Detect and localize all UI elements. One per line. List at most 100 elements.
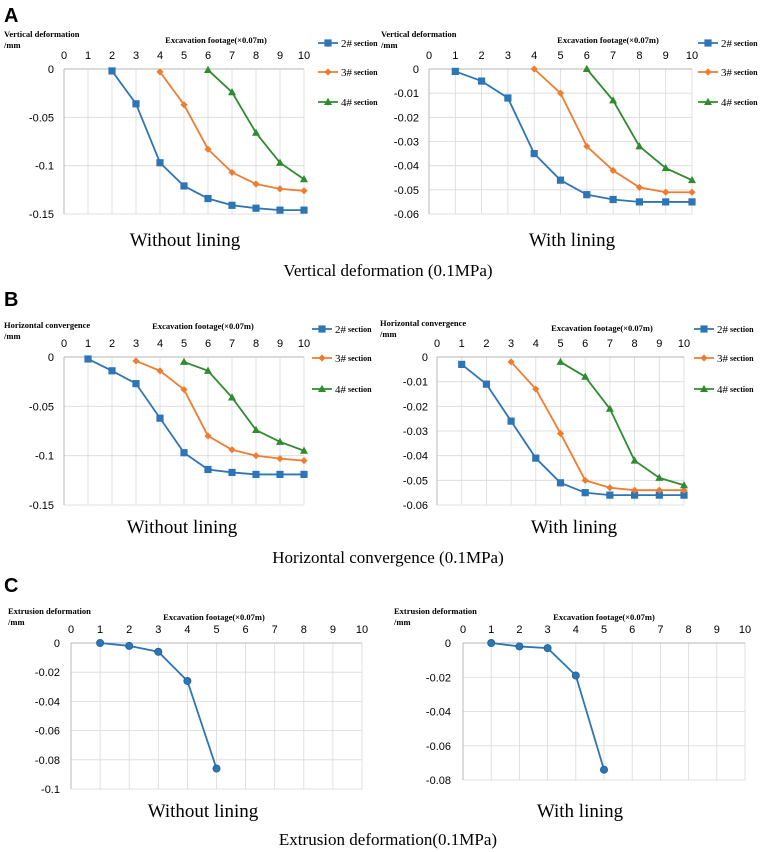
data-point <box>507 358 515 366</box>
data-point <box>252 204 260 212</box>
y-tick-label: 0 <box>48 352 54 364</box>
data-point <box>228 446 236 454</box>
x-tick-label: 1 <box>452 50 458 62</box>
data-point <box>530 149 538 158</box>
y-tick-label: -0.03 <box>403 426 428 438</box>
y-tick-label: -0.02 <box>394 112 419 124</box>
data-point <box>635 183 643 192</box>
y-axis-label: Extrusion deformation/mm <box>7 606 91 627</box>
data-point <box>543 644 552 653</box>
y-tick-label: -0.1 <box>35 161 54 173</box>
chart-caption: Without lining <box>127 517 238 538</box>
data-point <box>300 457 308 465</box>
x-axis-label: Excavation footage(×0.07m) <box>557 35 659 45</box>
y-tick-label: 0 <box>422 352 428 364</box>
x-tick-label: 1 <box>85 338 91 350</box>
x-tick-label: 6 <box>582 338 588 350</box>
x-tick-label: 2 <box>109 50 115 62</box>
data-point <box>276 158 284 166</box>
series-extrusion <box>96 639 221 773</box>
data-point <box>228 168 236 177</box>
data-point <box>300 187 308 195</box>
y-tick-label: -0.02 <box>403 401 428 413</box>
data-point <box>556 176 565 184</box>
data-point <box>581 372 590 380</box>
legend-label: 4# section <box>721 97 758 109</box>
x-tick-label: 10 <box>739 624 751 636</box>
x-tick-label: 5 <box>181 338 187 350</box>
legend-entry: 3# section <box>694 353 754 365</box>
legend-marker <box>324 39 332 47</box>
data-point <box>132 380 140 388</box>
y-tick-label: -0.01 <box>403 377 428 389</box>
y-tick-label: 0 <box>48 64 54 76</box>
legend-entry: 4# section <box>312 384 372 396</box>
data-point <box>655 491 663 499</box>
data-point <box>556 89 565 97</box>
data-point <box>605 404 614 412</box>
series-line <box>461 363 684 497</box>
x-tick-label: 7 <box>610 50 616 62</box>
x-tick-label: 10 <box>678 338 690 350</box>
x-tick-label: 0 <box>434 338 440 350</box>
x-tick-label: 2 <box>483 338 489 350</box>
legend-entry: 2# section <box>698 38 758 50</box>
data-point <box>212 764 221 773</box>
data-point <box>504 94 512 102</box>
series-line <box>135 360 305 462</box>
panel-letter-a: A <box>4 5 18 27</box>
x-tick-label: 3 <box>505 50 511 62</box>
x-tick-label: 2 <box>479 50 485 62</box>
legend-entry: 2# section <box>694 324 754 336</box>
chart-c-left: 0 1 2 3 4 5 6 7 8 9 10 0 -0.02 -0.04 -0.06 -0.08 -0.1 Ext… <box>7 606 368 822</box>
data-point <box>180 357 188 365</box>
chart-c-right: 0 1 2 3 4 5 6 7 8 9 10 0 -0.02 -0.04 -0.06 -0.08 Extrusi… <box>393 606 751 822</box>
legend-label: 2# section <box>335 324 372 336</box>
x-tick-label: 5 <box>557 338 563 350</box>
data-point <box>125 641 134 650</box>
x-tick-label: 1 <box>97 624 103 636</box>
x-tick-label: 1 <box>85 50 91 62</box>
x-tick-label: 6 <box>205 338 211 350</box>
legend-entry: 3# section <box>698 67 758 79</box>
series-3-section <box>530 65 696 196</box>
y-tick-label: -0.02 <box>426 672 451 684</box>
data-point <box>680 486 688 494</box>
legend-marker <box>318 384 326 392</box>
data-point <box>655 473 664 481</box>
data-point <box>635 198 643 206</box>
series-line <box>87 358 304 476</box>
series-3-section <box>132 357 308 465</box>
panel-letter-b: B <box>4 289 18 311</box>
x-tick-label: 3 <box>155 624 161 636</box>
data-point <box>276 455 284 463</box>
data-point <box>204 432 212 440</box>
series-2-section <box>458 360 688 499</box>
data-point <box>132 100 140 108</box>
data-point <box>204 145 212 153</box>
legend-entry: 4# section <box>318 97 378 109</box>
x-tick-label: 9 <box>277 338 283 350</box>
x-tick-label: 5 <box>557 50 563 62</box>
data-point <box>276 470 284 479</box>
series-4-section <box>582 64 696 184</box>
y-tick-label: -0.04 <box>394 161 419 173</box>
data-point <box>571 671 580 680</box>
chart-caption: Without lining <box>130 230 241 251</box>
series-line <box>454 70 692 203</box>
legend-marker <box>318 325 326 333</box>
data-point <box>606 484 614 492</box>
data-point <box>252 425 260 434</box>
y-tick-label: -0.02 <box>35 667 60 679</box>
x-axis-label: Excavation footage(×0.07m) <box>553 612 655 622</box>
legend-entry: 3# section <box>312 353 372 365</box>
x-tick-label: 4 <box>573 624 579 636</box>
legend-entry: 3# section <box>318 67 378 79</box>
legend-label: 2# section <box>717 324 754 336</box>
y-tick-label: -0.1 <box>35 451 54 463</box>
data-point <box>84 355 92 363</box>
row-caption-c: Extrusion deformation(0.1MPa) <box>279 830 497 849</box>
legend-entry: 4# section <box>694 384 754 396</box>
x-tick-label: 0 <box>61 50 67 62</box>
